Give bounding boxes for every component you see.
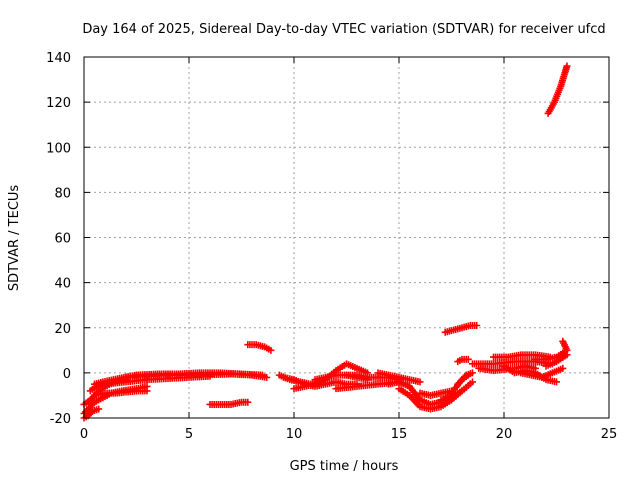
series-trace-33 xyxy=(544,62,571,117)
x-axis-label: GPS time / hours xyxy=(290,459,399,474)
data-point xyxy=(563,62,571,70)
y-tick-label: 0 xyxy=(63,367,71,382)
x-tick-label: 5 xyxy=(185,427,193,442)
data-point xyxy=(206,372,214,380)
series-trace-21 xyxy=(416,387,455,399)
data-point xyxy=(559,337,567,345)
data-point xyxy=(464,355,472,363)
y-tick-label: 60 xyxy=(54,232,71,247)
x-tick-label: 20 xyxy=(496,427,513,442)
series-trace-24 xyxy=(441,321,481,336)
x-tick-label: 0 xyxy=(80,427,88,442)
series-trace-10 xyxy=(206,398,252,408)
axis-ticks: 0 5 10 15 20 25 -20 0 20 40 60 80 100 120 140 xyxy=(46,51,617,442)
x-tick-label: 15 xyxy=(391,427,408,442)
series-trace-25 xyxy=(454,355,472,366)
data-point xyxy=(416,378,424,386)
data-point xyxy=(469,378,476,386)
data-point xyxy=(469,369,476,377)
data-point xyxy=(553,378,560,386)
data-point xyxy=(473,321,481,329)
y-axis-label: SDTVAR / TECUs xyxy=(7,185,22,292)
series-trace-06 xyxy=(91,387,151,399)
chart-title: Day 164 of 2025, Sidereal Day-to-day VTE… xyxy=(82,22,605,37)
data-point xyxy=(244,398,252,406)
series-trace-32 xyxy=(542,351,571,370)
series-trace-23 xyxy=(454,369,476,388)
data-point xyxy=(143,387,151,395)
y-tick-label: 140 xyxy=(46,51,71,66)
series-trace-22 xyxy=(437,378,476,404)
y-tick-label: 20 xyxy=(54,322,71,337)
data-point xyxy=(263,373,271,381)
series-trace-03 xyxy=(80,405,103,422)
y-tick-label: -20 xyxy=(50,412,71,427)
series-trace-18 xyxy=(374,369,424,386)
data-series xyxy=(80,62,571,422)
series-trace-11 xyxy=(244,341,275,354)
series-trace-30 xyxy=(517,364,567,381)
y-tick-label: 80 xyxy=(54,186,71,201)
x-tick-label: 10 xyxy=(286,427,303,442)
data-point xyxy=(267,346,275,354)
y-tick-label: 120 xyxy=(46,96,71,111)
y-tick-label: 100 xyxy=(46,141,71,156)
data-point xyxy=(95,405,103,413)
data-point xyxy=(448,387,455,395)
series-trace-09 xyxy=(143,372,214,384)
x-tick-label: 25 xyxy=(601,427,618,442)
y-tick-label: 40 xyxy=(54,277,71,292)
data-point xyxy=(559,364,567,372)
data-point xyxy=(563,351,571,359)
